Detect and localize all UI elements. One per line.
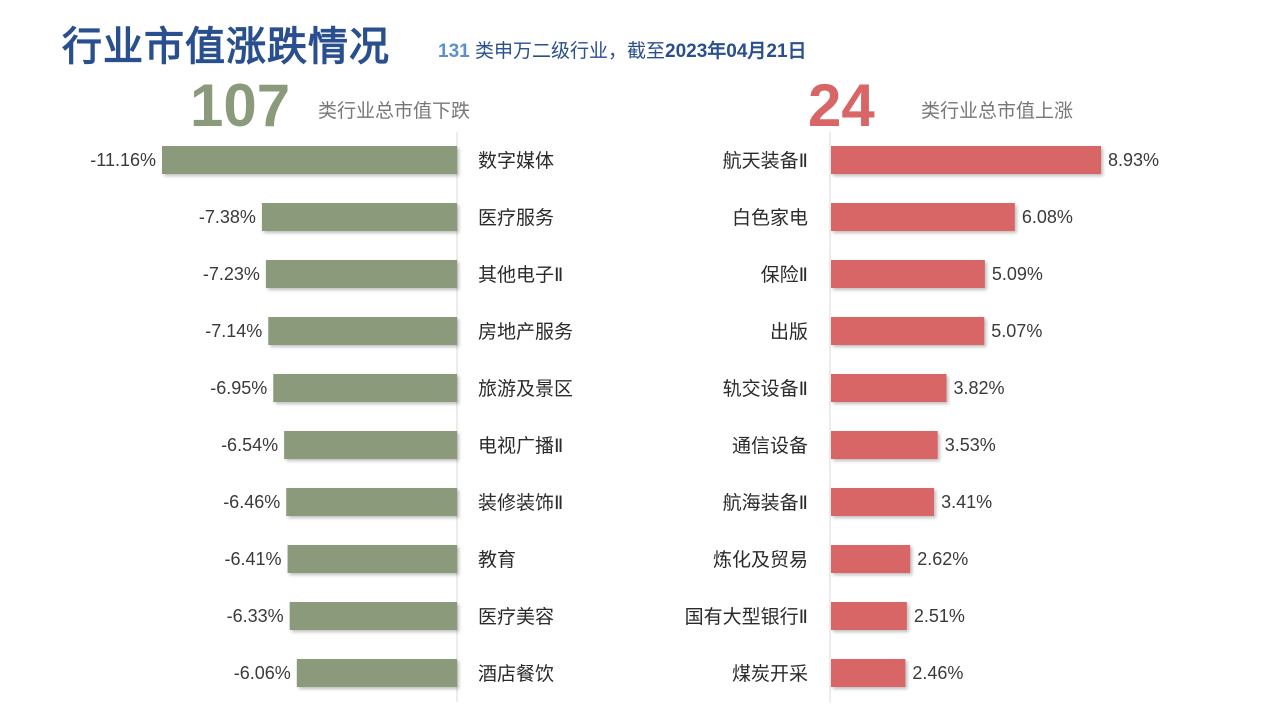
fall-value-label: -7.38%: [199, 207, 256, 227]
rise-count-label: 类行业总市值上涨: [921, 101, 1074, 122]
rise-bar: [831, 602, 907, 630]
rise-category-label: 通信设备: [732, 435, 808, 457]
rise-value-label: 5.09%: [992, 264, 1043, 284]
fall-value-label: -6.54%: [221, 435, 278, 455]
subtitle-text: 类申万二级行业，截至: [474, 41, 665, 62]
rise-bars-group: 8.93% 航天装备Ⅱ 6.08% 白色家电 5.09% 保险Ⅱ 5.07% 出版 3.82% 轨…: [685, 146, 1159, 687]
fall-category-label: 医疗服务: [478, 207, 554, 229]
subtitle: 131 类申万二级行业，截至2023年04月21日: [438, 36, 807, 63]
rise-category-label: 保险Ⅱ: [761, 264, 808, 286]
rise-bar: [831, 488, 935, 516]
fall-category-label: 数字媒体: [478, 150, 554, 172]
fall-value-label: -7.23%: [203, 264, 260, 284]
fall-value-label: -7.14%: [205, 321, 262, 341]
rise-bar: [831, 545, 911, 573]
rise-category-label: 白色家电: [732, 207, 808, 229]
fall-value-label: -6.95%: [210, 378, 267, 398]
rise-value-label: 2.62%: [917, 549, 968, 569]
fall-bar: [261, 203, 457, 231]
rise-bar: [831, 431, 938, 459]
fall-value-label: -6.06%: [234, 663, 291, 683]
fall-bar: [286, 488, 457, 516]
rise-value-label: 6.08%: [1022, 207, 1073, 227]
fall-category-label: 教育: [478, 549, 516, 571]
fall-category-label: 医疗美容: [478, 606, 554, 628]
fall-count-label: 类行业总市值下跌: [318, 101, 471, 122]
fall-bar: [162, 146, 457, 174]
fall-value-label: -6.33%: [227, 606, 284, 626]
rise-value-label: 5.07%: [991, 321, 1042, 341]
fall-bar: [265, 260, 457, 288]
page-title: 行业市值涨跌情况: [62, 25, 390, 69]
rise-bar: [831, 659, 906, 687]
fall-category-label: 电视广播Ⅱ: [478, 435, 563, 457]
fall-value-label: -6.41%: [225, 549, 282, 569]
rise-bar: [831, 203, 1015, 231]
rise-value-label: 2.51%: [914, 606, 965, 626]
fall-bar: [289, 602, 457, 630]
fall-category-label: 其他电子Ⅱ: [478, 264, 563, 286]
rise-value-label: 8.93%: [1108, 150, 1159, 170]
fall-bar: [296, 659, 457, 687]
subtitle-date: 2023年04月21日: [665, 41, 807, 62]
rise-bar: [831, 317, 985, 345]
rise-value-label: 3.41%: [941, 492, 992, 512]
fall-value-label: -11.16%: [90, 150, 156, 170]
fall-category-label: 旅游及景区: [478, 378, 573, 400]
fall-bar: [273, 374, 457, 402]
subtitle-count: 131: [438, 41, 470, 62]
rise-bar: [831, 374, 947, 402]
fall-bars-group: -11.16% 数字媒体 -7.38% 医疗服务 -7.23% 其他电子Ⅱ -7.14% 房地…: [90, 146, 573, 687]
rise-bar: [831, 260, 985, 288]
rise-category-label: 国有大型银行Ⅱ: [685, 606, 808, 628]
fall-category-label: 酒店餐饮: [478, 663, 554, 685]
rise-value-label: 2.46%: [912, 663, 963, 683]
rise-category-label: 炼化及贸易: [713, 549, 808, 571]
rise-value-label: 3.53%: [945, 435, 996, 455]
fall-value-label: -6.46%: [223, 492, 280, 512]
rise-category-label: 轨交设备Ⅱ: [723, 378, 808, 400]
rise-category-label: 航天装备Ⅱ: [723, 150, 808, 172]
rise-bar: [831, 146, 1101, 174]
fall-count: 107: [190, 72, 291, 139]
rise-count: 24: [808, 72, 875, 139]
rise-category-label: 航海装备Ⅱ: [723, 492, 808, 514]
fall-category-label: 装修装饰Ⅱ: [478, 492, 563, 514]
rise-value-label: 3.82%: [953, 378, 1004, 398]
fall-bar: [284, 431, 457, 459]
rise-category-label: 出版: [770, 321, 808, 343]
rise-category-label: 煤炭开采: [732, 663, 808, 685]
fall-bar: [268, 317, 457, 345]
fall-category-label: 房地产服务: [478, 321, 573, 343]
fall-bar: [287, 545, 457, 573]
